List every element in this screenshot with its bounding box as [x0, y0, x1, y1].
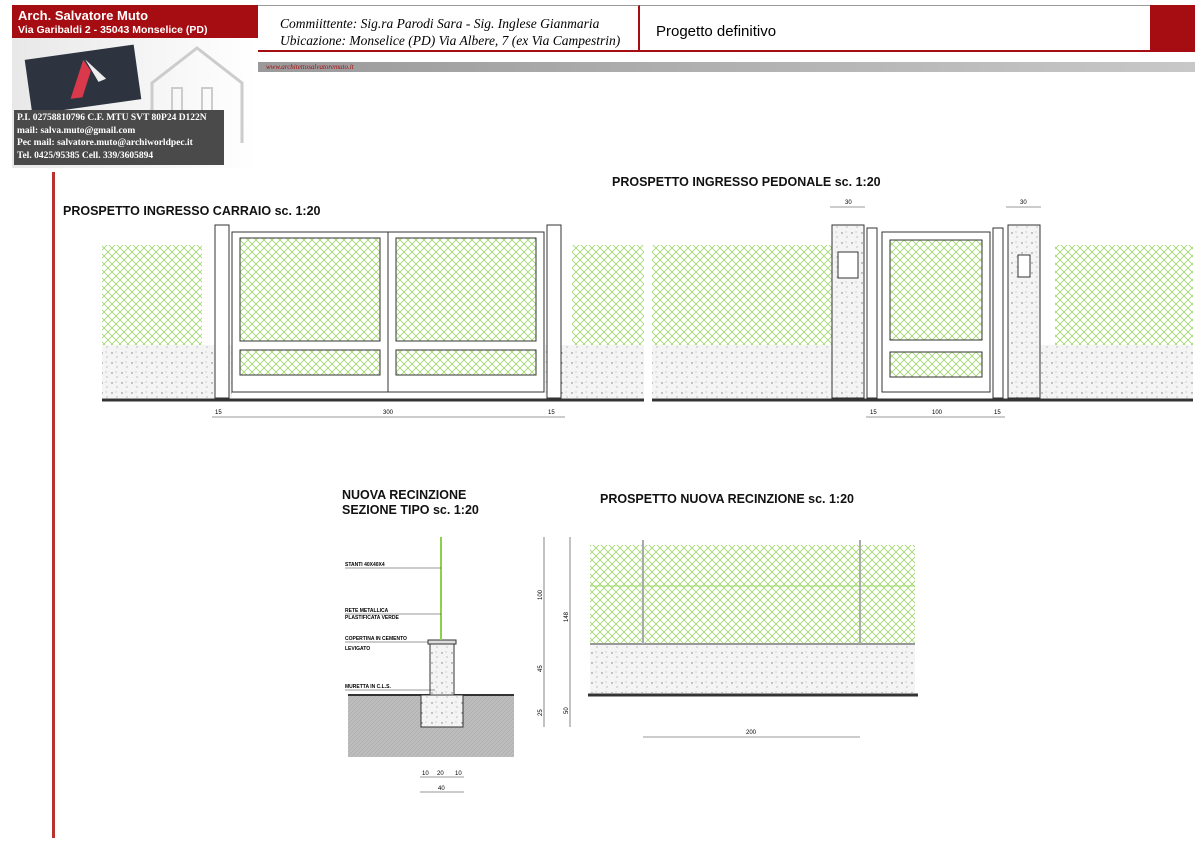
section-dims: 10 20 10 40 100 45 25 148 50 — [422, 589, 570, 792]
pedonale-dim-1: 15 — [870, 410, 877, 416]
email: mail: salva.muto@gmail.com — [17, 125, 136, 136]
nuova-title: PROSPETTO NUOVA RECINZIONE sc. 1:20 — [600, 492, 854, 506]
logo-mark-icon — [70, 59, 107, 99]
pedonale-title: PROSPETTO INGRESSO PEDONALE sc. 1:20 — [612, 175, 881, 189]
studio-banner: Arch. Salvatore Muto Via Garibaldi 2 - 3… — [12, 5, 258, 38]
pec-email: Pec mail: salvatore.muto@archiworldpec.i… — [17, 138, 193, 148]
logo-card — [24, 44, 142, 115]
studio-name: Arch. Salvatore Muto — [18, 8, 149, 23]
label-muretta: MURETTA IN C.L.S. — [345, 684, 391, 690]
phone: Tel. 0425/95385 Cell. 339/3605894 — [17, 150, 154, 161]
client-text: Commiittente: Sig.ra Parodi Sara - Sig. … — [280, 16, 600, 31]
section-dim-10a: 10 — [422, 771, 429, 777]
carraio-title: PROSPETTO INGRESSO CARRAIO sc. 1:20 — [63, 204, 321, 218]
section-dim-100: 100 — [538, 589, 544, 600]
carraio-elevation — [102, 224, 644, 418]
pedonale-pillar-dim-1: 30 — [845, 200, 852, 206]
sezione-title-line2: SEZIONE TIPO sc. 1:20 — [342, 503, 479, 517]
section-dim-50: 50 — [564, 707, 570, 714]
pedonale-elevation — [652, 206, 1193, 418]
margin-line — [52, 172, 55, 838]
website-bar: www.architettosalvatoremuto.it — [258, 62, 1195, 72]
label-plastificata: PLASTIFICATA VERDE — [345, 615, 399, 621]
studio-address: Via Garibaldi 2 - 35043 Monselice (PD) — [18, 24, 208, 36]
location-text: Ubicazione: Monselice (PD) Via Albere, 7… — [280, 33, 621, 48]
pedonale-pillar-dim-2: 30 — [1020, 200, 1027, 206]
label-levigato: LEVIGATO — [345, 646, 370, 652]
contact-info: P.I. 02758810796 C.F. MTU SVT 80P24 D122… — [14, 110, 224, 165]
header-accent — [1150, 5, 1195, 52]
nuova-recinzione-elevation — [588, 540, 918, 738]
client-box: Commiittente: Sig.ra Parodi Sara - Sig. … — [258, 5, 640, 52]
section-dim-25: 25 — [538, 709, 544, 716]
section-dim-45: 45 — [538, 665, 544, 672]
pedonale-dim-3: 15 — [994, 410, 1001, 416]
section-dim-148: 148 — [564, 611, 570, 622]
project-phase: Progetto definitivo — [640, 5, 1150, 52]
sezione-title-line1: NUOVA RECINZIONE — [342, 488, 467, 502]
section-dim-10b: 10 — [455, 771, 462, 777]
nuova-dim-200: 200 — [746, 730, 757, 736]
sezione-title: NUOVA RECINZIONE SEZIONE TIPO sc. 1:20 — [342, 488, 479, 518]
label-copertina: COPERTINA IN CEMENTO — [345, 636, 407, 642]
section-dim-40: 40 — [438, 786, 445, 792]
section-dim-20: 20 — [437, 771, 444, 777]
section-drawing — [345, 537, 571, 793]
label-rete: RETE METALLICA — [345, 608, 389, 614]
vat-code: P.I. 02758810796 C.F. MTU SVT 80P24 D122… — [17, 113, 207, 123]
pedonale-dim-2: 100 — [932, 410, 943, 416]
carraio-dim-3: 15 — [548, 410, 555, 416]
carraio-dim-1: 15 — [215, 410, 222, 416]
section-labels: STANTI 40X40X4 RETE METALLICA PLASTIFICA… — [345, 562, 407, 690]
label-stanti: STANTI 40X40X4 — [345, 562, 385, 568]
carraio-dim-2: 300 — [383, 410, 394, 416]
